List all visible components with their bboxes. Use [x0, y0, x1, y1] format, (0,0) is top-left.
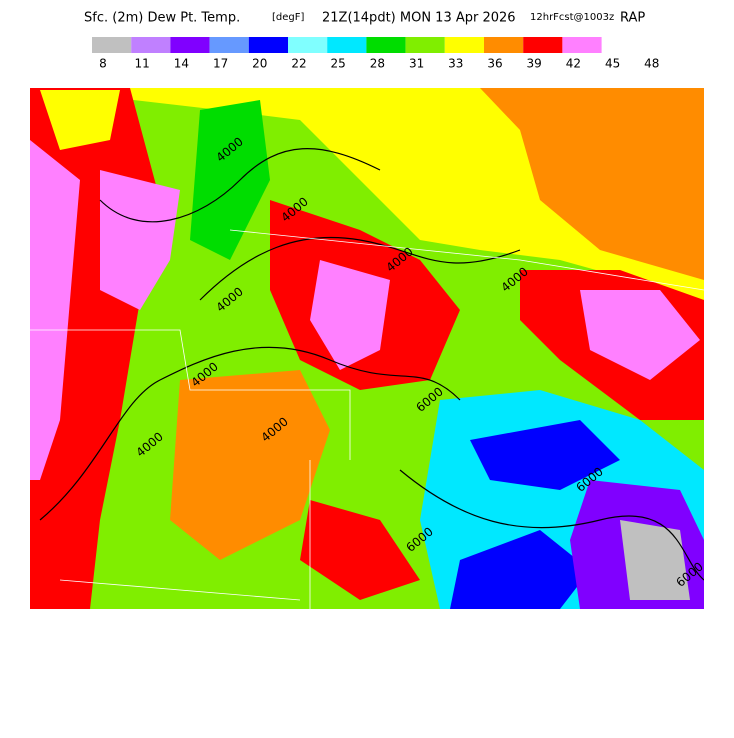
- legend-swatch: [170, 37, 210, 53]
- forecast: 12hrFcst@1003z: [530, 12, 614, 23]
- legend-label: 45: [605, 57, 620, 71]
- legend-label: 17: [213, 57, 228, 71]
- legend-swatch: [248, 37, 288, 53]
- legend-swatch: [562, 37, 602, 53]
- legend-label: 8: [99, 57, 107, 71]
- legend-swatch: [444, 37, 484, 53]
- legend-label: 42: [566, 57, 581, 71]
- legend-label: 25: [331, 57, 346, 71]
- legend-swatch: [131, 37, 171, 53]
- header: Sfc. (2m) Dew Pt. Temp. [degF] 21Z(14pdt…: [84, 11, 645, 26]
- legend: 8 11 14 17 20 22 25 28 31 33 36 39 42 45 48: [92, 37, 659, 71]
- legend-label: 14: [174, 57, 189, 71]
- legend-swatch: [209, 37, 249, 53]
- legend-label: 48: [644, 57, 659, 71]
- title: Sfc. (2m) Dew Pt. Temp.: [84, 11, 240, 26]
- units: [degF]: [272, 12, 305, 23]
- legend-label: 36: [487, 57, 502, 71]
- legend-label: 20: [252, 57, 267, 71]
- model: RAP: [620, 11, 645, 26]
- legend-swatch: [288, 37, 328, 53]
- legend-swatch: [366, 37, 406, 53]
- valid-time: 21Z(14pdt) MON 13 Apr 2026: [322, 11, 516, 26]
- legend-swatch: [92, 37, 132, 53]
- legend-swatch: [523, 37, 563, 53]
- legend-label: 22: [291, 57, 306, 71]
- legend-label: 33: [448, 57, 463, 71]
- legend-swatch: [327, 37, 367, 53]
- legend-label: 11: [135, 57, 150, 71]
- legend-swatch: [484, 37, 524, 53]
- legend-label: 39: [527, 57, 542, 71]
- legend-label: 31: [409, 57, 424, 71]
- legend-swatch: [405, 37, 445, 53]
- legend-label: 28: [370, 57, 385, 71]
